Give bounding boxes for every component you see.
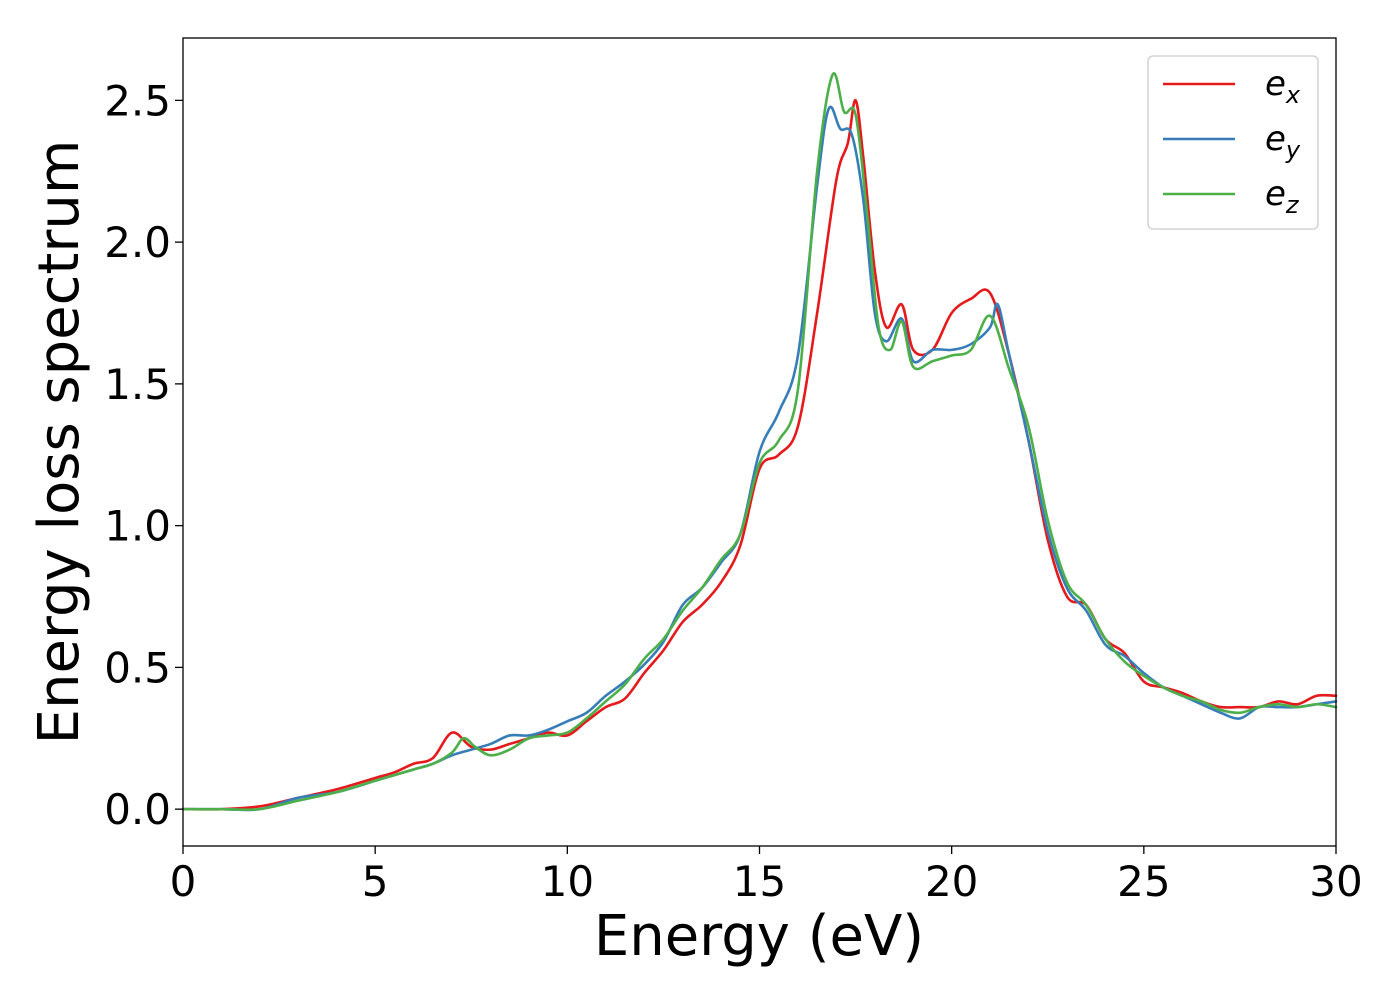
y-tick-label: 2.5 (104, 76, 171, 125)
x-tick-label: 10 (541, 857, 594, 906)
x-tick-label: 30 (1309, 857, 1362, 906)
y-tick-label: 0.5 (104, 643, 171, 692)
x-tick-label: 20 (925, 857, 978, 906)
y-axis-label: Energy loss spectrum (27, 140, 92, 745)
y-tick-label: 1.5 (104, 360, 171, 409)
x-tick-label: 0 (170, 857, 197, 906)
x-tick-label: 15 (733, 857, 786, 906)
x-tick-label: 25 (1117, 857, 1170, 906)
x-tick-label: 5 (362, 857, 389, 906)
y-tick-label: 2.0 (104, 218, 171, 267)
y-tick-label: 0.0 (104, 785, 171, 834)
y-tick-label: 1.0 (104, 502, 171, 551)
x-axis-label: Energy (eV) (594, 904, 924, 969)
